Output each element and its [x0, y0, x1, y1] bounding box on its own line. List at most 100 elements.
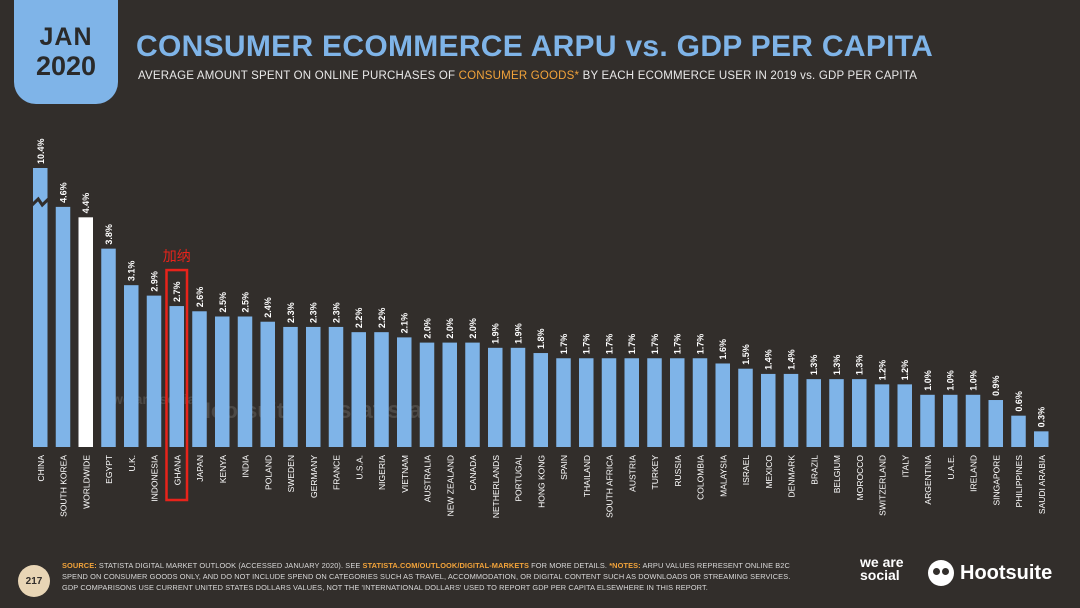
hootsuite-logo-text: Hootsuite	[960, 561, 1053, 584]
bar-austria	[624, 358, 639, 447]
bar-morocco	[852, 379, 867, 447]
bar-india	[237, 316, 253, 447]
category-label: SAUDI ARABIA	[1037, 455, 1047, 514]
hootsuite-logo: Hootsuite	[928, 560, 1052, 586]
bar-spain	[556, 358, 571, 447]
value-label: 2.7%	[172, 282, 182, 303]
source-label: SOURCE:	[62, 561, 97, 570]
value-label: 2.6%	[195, 287, 205, 308]
owl-icon	[928, 560, 954, 586]
bar-ireland	[965, 394, 981, 447]
subtitle-pre: AVERAGE AMOUNT SPENT ON ONLINE PURCHASES…	[138, 70, 459, 82]
category-label: NETHERLANDS	[491, 455, 501, 519]
category-label: EGYPT	[104, 455, 114, 484]
value-label: 1.3%	[832, 355, 842, 376]
value-label: 1.0%	[923, 370, 933, 391]
bar-netherlands	[488, 347, 503, 447]
category-label: TURKEY	[650, 455, 660, 490]
date-badge: JAN 2020	[14, 0, 118, 104]
bar-sweden	[283, 326, 298, 447]
bar-turkey	[647, 358, 662, 447]
bar-japan	[192, 311, 207, 447]
category-label: NEW ZEALAND	[445, 455, 455, 516]
bar-egypt	[101, 248, 116, 447]
category-label: PORTUGAL	[514, 455, 524, 502]
value-label: 2.4%	[263, 297, 273, 318]
subtitle-post: BY EACH ECOMMERCE USER IN 2019 vs. GDP P…	[579, 70, 918, 82]
bar-thailand	[579, 358, 594, 447]
value-label: 1.4%	[787, 349, 797, 370]
bar-indonesia	[146, 295, 162, 447]
value-label: 2.3%	[286, 302, 296, 323]
value-label: 2.0%	[423, 318, 433, 339]
category-label: SPAIN	[559, 455, 569, 480]
page-subtitle: AVERAGE AMOUNT SPENT ON ONLINE PURCHASES…	[138, 70, 917, 82]
value-label: 0.9%	[991, 376, 1001, 397]
source-after: FOR MORE DETAILS.	[529, 561, 610, 570]
category-label: CANADA	[468, 455, 478, 491]
bar-argentina	[920, 394, 935, 447]
highlight-box	[165, 268, 189, 502]
bar-france	[328, 326, 344, 447]
value-label: 1.7%	[650, 334, 660, 355]
category-label: SWEDEN	[286, 455, 296, 492]
bar-brazil	[806, 379, 821, 447]
value-label: 2.3%	[309, 302, 319, 323]
bar-u-a-e	[943, 394, 958, 447]
value-label: 1.7%	[673, 334, 683, 355]
subtitle-highlight: CONSUMER GOODS*	[458, 70, 580, 82]
bar-russia	[670, 358, 685, 447]
bar-mexico	[761, 373, 776, 447]
category-label: BRAZIL	[809, 455, 819, 485]
value-label: 1.9%	[491, 323, 501, 344]
annotation-label: 加纳	[163, 249, 191, 265]
category-label: SINGAPORE	[991, 455, 1001, 506]
bar-nigeria	[374, 332, 389, 447]
bar-worldwide	[78, 217, 93, 447]
category-label: GHANA	[172, 455, 182, 486]
bar-chart: we are socialHootsuitestatista10.4%CHINA…	[33, 138, 1049, 519]
category-label: AUSTRIA	[627, 455, 637, 492]
category-label: POLAND	[263, 455, 273, 490]
bar-u-s-a	[351, 332, 366, 447]
bar-u-k	[124, 285, 139, 447]
category-label: U.A.E.	[946, 455, 956, 480]
value-label: 1.2%	[878, 360, 888, 381]
value-label: 1.7%	[559, 334, 569, 355]
value-label: 1.0%	[946, 370, 956, 391]
category-label: U.S.A.	[354, 455, 364, 480]
bar-saudi-arabia	[1034, 431, 1049, 447]
date-month: JAN	[39, 23, 93, 51]
bar-south-africa	[601, 358, 617, 447]
value-label: 1.0%	[969, 370, 979, 391]
value-label: 2.2%	[377, 308, 387, 329]
source-link[interactable]: STATISTA.COM/OUTLOOK/DIGITAL-MARKETS	[362, 561, 529, 570]
category-label: FRANCE	[332, 455, 342, 490]
value-label: 2.1%	[400, 313, 410, 334]
value-label: 1.9%	[514, 323, 524, 344]
category-label: ITALY	[900, 455, 910, 478]
value-label: 1.3%	[809, 355, 819, 376]
category-label: WORLDWIDE	[81, 455, 91, 509]
value-label: 1.4%	[764, 349, 774, 370]
we-are-social-logo: we are social	[860, 554, 904, 583]
bar-portugal	[510, 347, 526, 447]
value-label: 3.1%	[127, 261, 137, 282]
bar-colombia	[692, 358, 708, 447]
notes-text: ARPU VALUES REPRESENT ONLINE B2C SPEND O…	[62, 561, 791, 592]
value-label: 1.7%	[696, 334, 706, 355]
category-label: GERMANY	[309, 455, 319, 498]
category-label: PHILIPPINES	[1014, 455, 1024, 508]
category-label: NIGERIA	[377, 455, 387, 490]
category-label: JAPAN	[195, 455, 205, 482]
bar-poland	[260, 321, 275, 447]
bar-israel	[738, 368, 753, 447]
bar-kenya	[215, 316, 230, 447]
category-label: ARGENTINA	[923, 455, 933, 505]
category-label: THAILAND	[582, 455, 592, 497]
value-label: 2.9%	[150, 271, 160, 292]
category-label: VIETNAM	[400, 455, 410, 493]
category-label: SOUTH KOREA	[59, 455, 69, 517]
category-label: SWITZERLAND	[878, 455, 888, 516]
source-text: STATISTA DIGITAL MARKET OUTLOOK (ACCESSE…	[96, 561, 363, 570]
